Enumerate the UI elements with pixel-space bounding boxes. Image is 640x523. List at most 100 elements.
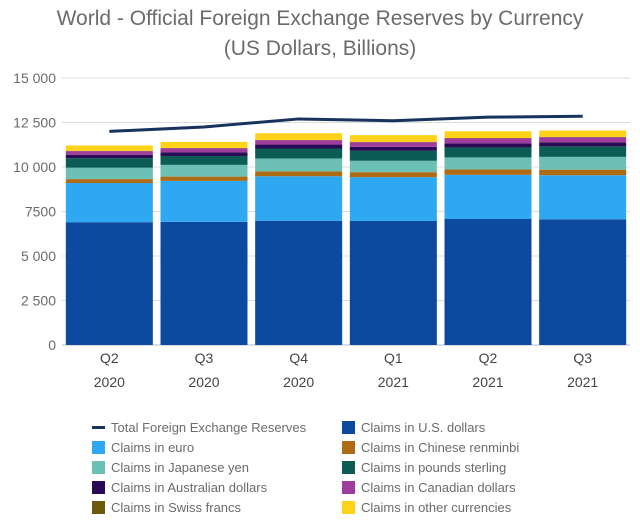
- legend-item: Claims in Japanese yen: [92, 460, 249, 475]
- bar-segment-8-5: [539, 130, 627, 137]
- x-tick-label-year: 2021: [378, 374, 409, 390]
- bar-segment-3-5: [539, 156, 627, 170]
- bar-segment-5-0: [65, 154, 153, 159]
- legend-label: Claims in euro: [111, 440, 195, 455]
- bar-segment-6-2: [255, 140, 343, 145]
- x-tick-label-year: 2021: [567, 374, 598, 390]
- x-tick-label-year: 2021: [472, 374, 503, 390]
- x-tick-label-quarter: Q3: [573, 350, 592, 366]
- legend-item: Claims in Swiss francs: [92, 500, 241, 515]
- bar-segment-4-5: [539, 146, 627, 157]
- legend-item: Claims in Chinese renminbi: [342, 440, 519, 455]
- legend-color-swatch: [342, 421, 355, 434]
- bar-segment-2-3: [349, 172, 437, 178]
- stacked-bar-chart: 0 2 500 5 000 7500 10 000 12 500 15 000 Q2 2020 Q…: [13, 70, 630, 390]
- bar-segment-8-0: [65, 145, 153, 151]
- x-tick-label-quarter: Q2: [100, 350, 119, 366]
- bar-segment-6-0: [65, 151, 153, 155]
- bar-segment-8-4: [444, 131, 532, 138]
- legend-label: Total Foreign Exchange Reserves: [111, 420, 307, 435]
- x-tick-label-quarter: Q4: [289, 350, 308, 366]
- bar-segment-5-3: [349, 146, 437, 151]
- legend-label: Claims in Japanese yen: [111, 460, 250, 475]
- y-tick-label: 10 000: [13, 159, 56, 175]
- legend-color-swatch: [342, 481, 355, 494]
- bar-segment-6-5: [539, 137, 627, 143]
- chart-title: World - Official Foreign Exchange Reserv…: [0, 4, 640, 64]
- bar-segment-3-3: [349, 160, 437, 173]
- bar-segment-4-2: [255, 148, 343, 159]
- bar-segment-4-1: [160, 155, 248, 165]
- legend-item: Claims in Australian dollars: [92, 480, 267, 495]
- bar-segment-1-0: [65, 183, 153, 223]
- bar-segment-0-3: [349, 220, 437, 345]
- bar-segment-8-1: [160, 141, 248, 148]
- legend-color-swatch: [92, 481, 105, 494]
- legend-item: Claims in other currencies: [342, 500, 511, 515]
- legend-color-swatch: [342, 441, 355, 454]
- bar-segment-0-5: [539, 219, 627, 345]
- legend-label: Claims in Australian dollars: [111, 480, 268, 495]
- bar-segment-4-3: [349, 150, 437, 161]
- bar-segment-1-4: [444, 174, 532, 219]
- bar-segment-0-1: [160, 221, 248, 345]
- x-tick-label-year: 2020: [188, 374, 219, 390]
- x-tick-label-year: 2020: [283, 374, 314, 390]
- bar-segment-1-5: [539, 175, 627, 220]
- y-tick-label: 2 500: [21, 293, 56, 309]
- bar-segment-3-2: [255, 158, 343, 172]
- bar-segment-6-4: [444, 138, 532, 144]
- x-tick-label-quarter: Q2: [479, 350, 498, 366]
- bar-segment-5-1: [160, 152, 248, 156]
- bar-segment-2-2: [255, 171, 343, 177]
- legend-label: Claims in U.S. dollars: [361, 420, 486, 435]
- bar-segment-5-2: [255, 144, 343, 149]
- legend-color-swatch: [92, 461, 105, 474]
- legend-color-swatch: [92, 441, 105, 454]
- bar-segment-0-0: [65, 222, 153, 345]
- bar-segment-3-4: [444, 157, 532, 170]
- chart-title-line2: (US Dollars, Billions): [223, 37, 417, 60]
- bar-segment-5-5: [539, 142, 627, 147]
- legend-color-swatch: [342, 501, 355, 514]
- total-reserves-line: [109, 114, 583, 133]
- bar-segment-8-3: [349, 135, 437, 142]
- y-tick-label: 7500: [25, 204, 56, 220]
- legend-item: Claims in pounds sterling: [342, 460, 506, 475]
- legend-label: Claims in Swiss francs: [111, 500, 242, 515]
- bar-segment-2-0: [65, 179, 153, 184]
- bar-segment-8-2: [255, 133, 343, 140]
- bar-segment-4-4: [444, 147, 532, 158]
- legend-label: Claims in pounds sterling: [361, 460, 507, 475]
- chart-title-line1: World - Official Foreign Exchange Reserv…: [56, 7, 584, 30]
- legend-item: Claims in Canadian dollars: [342, 480, 516, 495]
- legend-item: Total Foreign Exchange Reserves: [92, 420, 306, 435]
- bar-segment-3-0: [65, 167, 153, 180]
- legend-label: Claims in other currencies: [361, 500, 512, 515]
- legend-item: Claims in U.S. dollars: [342, 420, 485, 435]
- y-tick-label: 12 500: [13, 115, 56, 131]
- bar-segment-6-1: [160, 148, 248, 153]
- legend-line-swatch: [92, 426, 105, 429]
- legend-item: Claims in euro: [92, 440, 194, 455]
- legend-label: Claims in Canadian dollars: [361, 480, 516, 495]
- bar-segment-4-0: [65, 158, 153, 168]
- bar-segment-1-1: [160, 180, 248, 222]
- x-tick-label-year: 2020: [94, 374, 125, 390]
- bar-segment-3-1: [160, 164, 248, 177]
- bar-segment-2-1: [160, 176, 248, 181]
- legend-label: Claims in Chinese renminbi: [361, 440, 520, 455]
- bar-segment-0-2: [255, 220, 343, 345]
- x-tick-label-quarter: Q1: [384, 350, 403, 366]
- bar-segment-1-3: [349, 177, 437, 221]
- bar-segment-2-5: [539, 169, 627, 176]
- y-tick-label: 0: [48, 337, 56, 353]
- legend-color-swatch: [342, 461, 355, 474]
- bar-segment-2-4: [444, 169, 532, 175]
- y-tick-label: 15 000: [13, 70, 56, 86]
- bar-segment-1-2: [255, 176, 343, 221]
- bar-segment-6-3: [349, 142, 437, 147]
- legend-color-swatch: [92, 501, 105, 514]
- y-tick-label: 5 000: [21, 248, 56, 264]
- bar-segment-0-4: [444, 218, 532, 345]
